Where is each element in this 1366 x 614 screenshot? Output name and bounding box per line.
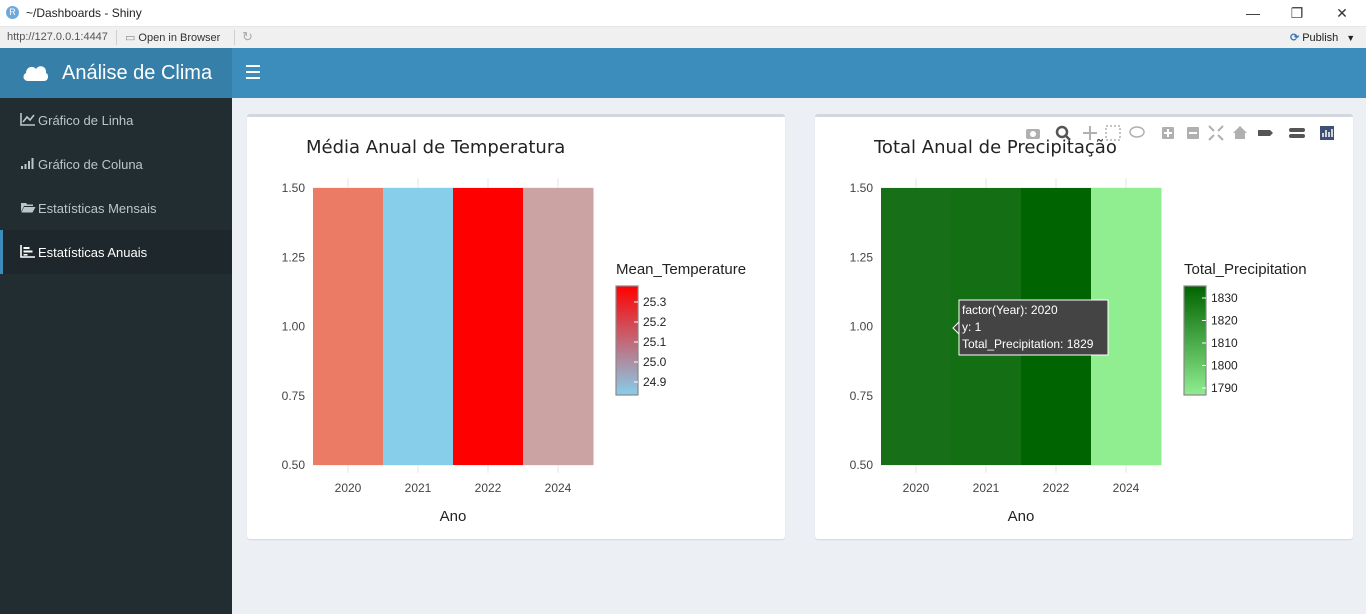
app-title: Análise de Clima: [62, 62, 213, 84]
zoom-out-icon[interactable]: [1187, 127, 1199, 139]
address-bar: http://127.0.0.1:4447 ▭ Open in Browser ↻…: [0, 27, 1366, 49]
y-tick-label: 1.25: [850, 250, 874, 264]
tooltip-line: factor(Year): 2020: [962, 303, 1058, 317]
hover-tooltip: [958, 299, 1109, 356]
sidebar-item-label: Gráfico de Coluna: [38, 157, 143, 172]
browser-window-icon: ▭: [125, 32, 136, 44]
sidebar-item-grafico-de-linha[interactable]: Gráfico de Linha: [0, 98, 232, 142]
temperature-chart-box: Média Anual de Temperatura 0.50 0.75 1.00 1.…: [247, 114, 785, 539]
x-tick-label: 2021: [973, 481, 1000, 495]
tooltip-line: y: 1: [962, 320, 982, 334]
open-in-browser-button[interactable]: ▭ Open in Browser: [125, 31, 220, 44]
window-title: ~/Dashboards - Shiny: [26, 6, 142, 20]
heatmap-cell[interactable]: [453, 188, 524, 465]
sidebar-item-label: Estatísticas Anuais: [38, 245, 148, 260]
x-tick-label: 2024: [545, 481, 572, 495]
y-tick-label: 0.75: [850, 389, 874, 403]
sidebar-item-estatisticas-mensais[interactable]: Estatísticas Mensais: [0, 186, 232, 230]
app-logo-bar: Análise de Clima: [0, 48, 232, 98]
legend-tick-label: 25.1: [643, 335, 667, 349]
home-icon[interactable]: [1233, 126, 1247, 139]
legend-tick-label: 1810: [1211, 336, 1238, 350]
y-tick-label: 0.50: [850, 458, 874, 472]
folder-open-icon: [21, 203, 36, 213]
close-button[interactable]: ✕: [1336, 5, 1348, 21]
refresh-icon[interactable]: ↻: [242, 29, 253, 44]
chart-title: Total Anual de Precipitação: [873, 137, 1117, 158]
legend-title: Mean_Temperature: [616, 261, 746, 278]
x-tick-label: 2022: [475, 481, 502, 495]
x-tick-label: 2020: [903, 481, 930, 495]
legend-tick-label: 1830: [1211, 291, 1238, 305]
chart-title: Média Anual de Temperatura: [306, 137, 565, 158]
sidebar-item-estatisticas-anuais[interactable]: Estatísticas Anuais: [0, 230, 232, 274]
minimize-button[interactable]: —: [1246, 5, 1260, 21]
color-scale-bar: [615, 285, 639, 396]
heatmap-cell[interactable]: [313, 188, 384, 465]
publish-label: Publish: [1302, 32, 1339, 44]
separator: [116, 30, 117, 45]
signal-bars-icon: [21, 158, 34, 169]
y-tick-label: 1.50: [282, 181, 306, 195]
pan-icon[interactable]: [1083, 126, 1097, 140]
sidebar-item-label: Estatísticas Mensais: [38, 201, 157, 216]
separator: [234, 30, 235, 45]
top-navbar: [232, 48, 1366, 98]
sidebar-item-grafico-de-coluna[interactable]: Gráfico de Coluna: [0, 142, 232, 186]
y-tick-label: 0.50: [282, 458, 306, 472]
line-chart-icon: [20, 113, 35, 126]
y-tick-label: 1.25: [282, 250, 306, 264]
precipitation-chart-box: Total Anual de Precipitação 0.50 0.75 1.00 1…: [815, 114, 1353, 539]
zoom-icon[interactable]: [1055, 125, 1071, 141]
autoscale-icon[interactable]: [1208, 125, 1224, 141]
plotly-logo-icon[interactable]: [1320, 126, 1334, 140]
sidebar-toggle-button[interactable]: [246, 65, 260, 81]
x-tick-label: 2022: [1043, 481, 1070, 495]
x-tick-label: 2024: [1113, 481, 1140, 495]
legend-tick-label: 25.3: [643, 295, 667, 309]
publish-icon: ⟳: [1290, 32, 1300, 44]
legend-tick-label: 1800: [1211, 359, 1238, 373]
legend-tick-label: 1820: [1211, 314, 1238, 328]
legend-tick-label: 25.0: [643, 355, 667, 369]
precipitation-heatmap[interactable]: Total Anual de Precipitação 0.50 0.75 1.00 1…: [815, 117, 1353, 539]
lasso-icon[interactable]: [1129, 126, 1145, 138]
publish-button[interactable]: ⟳ Publish ▼: [1290, 31, 1355, 44]
y-tick-label: 1.00: [850, 320, 874, 334]
window-title-bar: R ~/Dashboards - Shiny — ❐ ✕: [0, 0, 1366, 27]
cloud-icon: [23, 66, 49, 81]
camera-icon[interactable]: [1026, 129, 1040, 139]
temperature-heatmap[interactable]: Média Anual de Temperatura 0.50 0.75 1.00 1.…: [247, 117, 785, 539]
x-axis-label: Ano: [440, 508, 467, 525]
legend-tick-label: 24.9: [643, 375, 667, 389]
y-tick-label: 1.50: [850, 181, 874, 195]
box-select-icon[interactable]: [1105, 125, 1121, 141]
color-scale-bar: [1183, 285, 1207, 396]
y-tick-label: 1.00: [282, 320, 306, 334]
sidebar-item-label: Gráfico de Linha: [38, 113, 134, 128]
x-axis-label: Ano: [1008, 508, 1035, 525]
compare-hover-icon[interactable]: [1289, 128, 1305, 138]
x-tick-label: 2020: [335, 481, 362, 495]
r-logo-icon: R: [6, 6, 19, 19]
url-field[interactable]: http://127.0.0.1:4447: [7, 31, 108, 43]
spike-lines-icon[interactable]: [1258, 130, 1273, 136]
legend-title: Total_Precipitation: [1184, 261, 1307, 278]
y-tick-label: 0.75: [282, 389, 306, 403]
zoom-in-icon[interactable]: [1162, 127, 1174, 139]
heatmap-cell[interactable]: [881, 188, 952, 465]
chevron-down-icon: ▼: [1346, 33, 1356, 43]
plotly-modebar: [1026, 125, 1334, 141]
maximize-button[interactable]: ❐: [1290, 5, 1304, 21]
tooltip-line: Total_Precipitation: 1829: [962, 337, 1094, 351]
sidebar: Gráfico de Linha Gráfico de Coluna Estat…: [0, 98, 232, 614]
x-tick-label: 2021: [405, 481, 432, 495]
legend-tick-label: 25.2: [643, 315, 667, 329]
heatmap-cell[interactable]: [383, 188, 454, 465]
bar-chart-icon: [20, 245, 35, 258]
legend-tick-label: 1790: [1211, 381, 1238, 395]
open-in-browser-label: Open in Browser: [138, 32, 221, 44]
heatmap-cell[interactable]: [523, 188, 594, 465]
